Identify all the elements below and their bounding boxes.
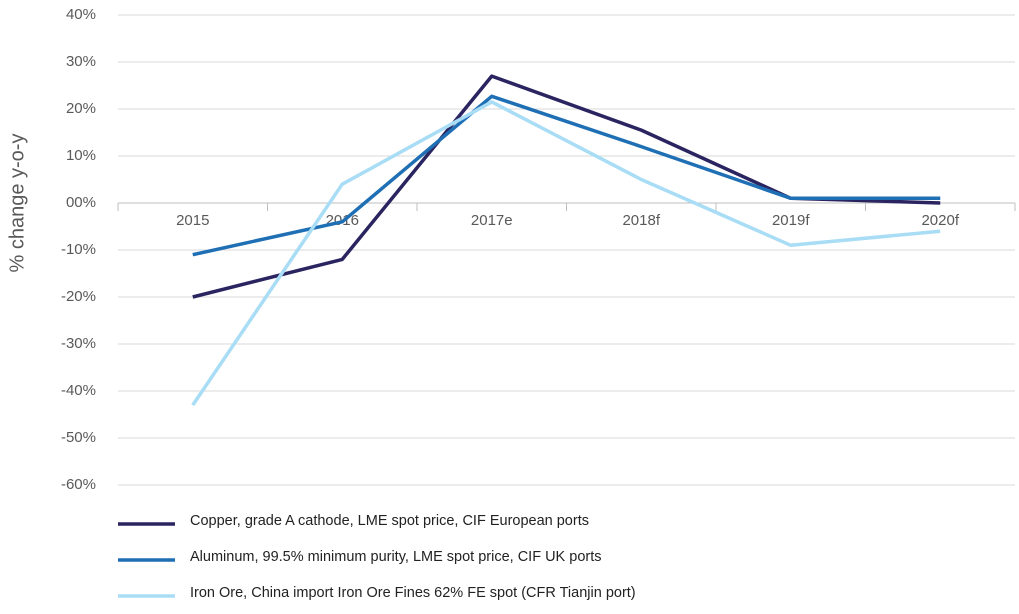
y-tick-label: -60% xyxy=(61,476,96,493)
y-tick-label: -10% xyxy=(61,241,96,258)
y-tick-label: 30% xyxy=(66,53,96,70)
x-tick-label: 2018f xyxy=(622,212,660,229)
y-tick-label: 40% xyxy=(66,6,96,23)
legend-label: Copper, grade A cathode, LME spot price,… xyxy=(190,513,589,529)
series-line xyxy=(191,100,941,407)
x-tick-label: 2015 xyxy=(176,212,209,229)
y-axis-label: % change y-o-y xyxy=(6,134,28,273)
x-tick-label: 2019f xyxy=(772,212,810,229)
y-tick-label: 00% xyxy=(66,194,96,211)
y-tick-label: 10% xyxy=(66,147,96,164)
x-tick-label: 2017e xyxy=(471,212,513,229)
y-tick-label: -50% xyxy=(61,429,96,446)
series-line xyxy=(192,94,941,257)
y-tick-label: -20% xyxy=(61,288,96,305)
legend-label: Iron Ore, China import Iron Ore Fines 62… xyxy=(190,585,636,601)
y-tick-label: -30% xyxy=(61,335,96,352)
y-tick-label: 20% xyxy=(66,100,96,117)
legend-label: Aluminum, 99.5% minimum purity, LME spot… xyxy=(190,549,602,565)
y-tick-label: -40% xyxy=(61,382,96,399)
x-tick-label: 2020f xyxy=(921,212,959,229)
